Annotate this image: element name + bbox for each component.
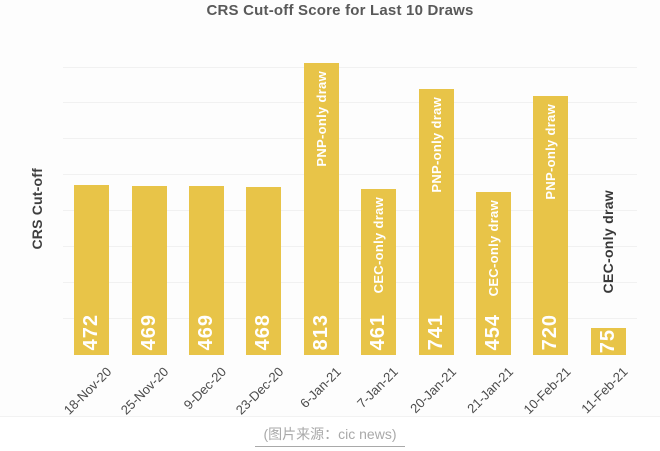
gridline-200 <box>63 282 637 283</box>
bar-7-Jan-21: 461 CEC-only draw <box>361 189 397 355</box>
x-tick-slot: 6-Jan-21 <box>293 355 350 417</box>
x-tick-label: 11-Feb-21 <box>578 364 631 417</box>
chart-title: CRS Cut-off Score for Last 10 Draws <box>206 2 474 19</box>
bar-21-Jan-21: 454 CEC-only draw <box>476 192 512 355</box>
crs-cutoff-bar-chart: CRS Cut-off Score for Last 10 Draws CRS … <box>0 0 660 418</box>
bar-slot-6-Jan-21: 813 PNP-only draw <box>293 28 350 355</box>
x-tick-label: 6-Jan-21 <box>297 364 344 411</box>
bar-annotation-inside: PNP-only draw <box>428 97 444 193</box>
image-source-caption: (图片来源：cic news) <box>255 424 405 447</box>
y-axis-label-text: CRS Cut-off <box>29 168 45 250</box>
bar-10-Feb-21: 720 PNP-only draw <box>533 96 569 355</box>
bar-annotation-inside: PNP-only draw <box>543 104 559 200</box>
bar-value-label: 469 <box>137 313 160 350</box>
bar-series: 472 469 469 468 813 PNP-only draw 461 CEC-only … <box>63 28 637 355</box>
gridline-500 <box>63 174 637 175</box>
x-tick-slot: 11-Feb-21 <box>578 355 637 417</box>
x-tick-label: 23-Dec-20 <box>232 364 287 418</box>
x-tick-label: 18-Nov-20 <box>60 364 115 418</box>
bar-annotation-inside: PNP-only draw <box>313 71 329 167</box>
gridline-700 <box>63 102 637 103</box>
x-tick-label: 20-Jan-21 <box>406 364 459 417</box>
x-tick-slot: 25-Nov-20 <box>118 355 177 418</box>
bar-18-Nov-20: 472 <box>74 185 110 355</box>
x-tick-slot: 10-Feb-21 <box>520 355 579 418</box>
bar-value-label: 720 <box>539 313 562 350</box>
bar-slot-25-Nov-20: 469 <box>120 28 177 355</box>
bar-25-Nov-20: 469 <box>131 186 167 355</box>
y-axis-label: CRS Cut-off <box>29 168 45 253</box>
image-source-caption-row: (图片来源：cic news) <box>0 424 660 447</box>
bar-value-label: 469 <box>195 313 218 350</box>
x-tick-slot: 21-Jan-21 <box>464 355 522 417</box>
bar-annotation-inside: CEC-only draw <box>371 197 387 294</box>
x-tick-label: 25-Nov-20 <box>118 364 172 418</box>
bar-6-Jan-21: 813 PNP-only draw <box>303 63 339 355</box>
x-tick-slot: 20-Jan-21 <box>407 355 464 417</box>
bar-23-Dec-20: 468 <box>246 187 282 355</box>
x-tick-slot: 18-Nov-20 <box>60 355 120 418</box>
gridline-600 <box>63 138 637 139</box>
gridline-800 <box>63 67 637 68</box>
bar-slot-10-Feb-21: 720 PNP-only draw <box>522 28 579 355</box>
bar-slot-23-Dec-20: 468 <box>235 28 292 355</box>
bar-annotation-outside: CEC-only draw <box>600 189 617 293</box>
bar-9-Dec-20: 469 <box>189 186 225 355</box>
x-tick-label: 21-Jan-21 <box>464 364 517 417</box>
bar-slot-7-Jan-21: 461 CEC-only draw <box>350 28 407 355</box>
x-tick-slot: 9-Dec-20 <box>178 355 235 417</box>
bar-slot-20-Jan-21: 741 PNP-only draw <box>407 28 464 355</box>
bar-value-label: 741 <box>424 313 447 350</box>
x-axis-tick-labels: 18-Nov-20 25-Nov-20 9-Dec-20 23-Dec-20 6-Jan… <box>60 355 637 418</box>
x-tick-label: 10-Feb-21 <box>520 364 574 418</box>
bar-value-label: 461 <box>367 313 390 350</box>
bar-value-label: 813 <box>309 313 332 350</box>
x-tick-slot: 7-Jan-21 <box>350 355 407 417</box>
x-tick-label: 9-Dec-20 <box>180 364 230 413</box>
bar-slot-18-Nov-20: 472 <box>63 28 120 355</box>
plot-area: 472 469 469 468 813 PNP-only draw 461 CEC-only … <box>63 28 637 355</box>
bar-20-Jan-21: 741 PNP-only draw <box>418 89 454 355</box>
bar-11-Feb-21: 75 <box>590 328 626 355</box>
x-tick-label: 7-Jan-21 <box>354 364 402 411</box>
bar-annotation-inside: CEC-only draw <box>486 200 502 297</box>
x-tick-slot: 23-Dec-20 <box>232 355 292 418</box>
bar-value-label: 454 <box>482 313 505 350</box>
bar-value-label: 75 <box>596 328 619 353</box>
bar-value-label: 468 <box>252 313 275 350</box>
bar-slot-9-Dec-20: 469 <box>178 28 235 355</box>
bar-slot-21-Jan-21: 454 CEC-only draw <box>465 28 522 355</box>
gridline-300 <box>63 246 637 247</box>
bar-slot-11-Feb-21: CEC-only draw 75 <box>580 28 637 355</box>
bar-value-label: 472 <box>80 313 103 350</box>
gridline-400 <box>63 210 637 211</box>
gridline-100 <box>63 318 637 319</box>
